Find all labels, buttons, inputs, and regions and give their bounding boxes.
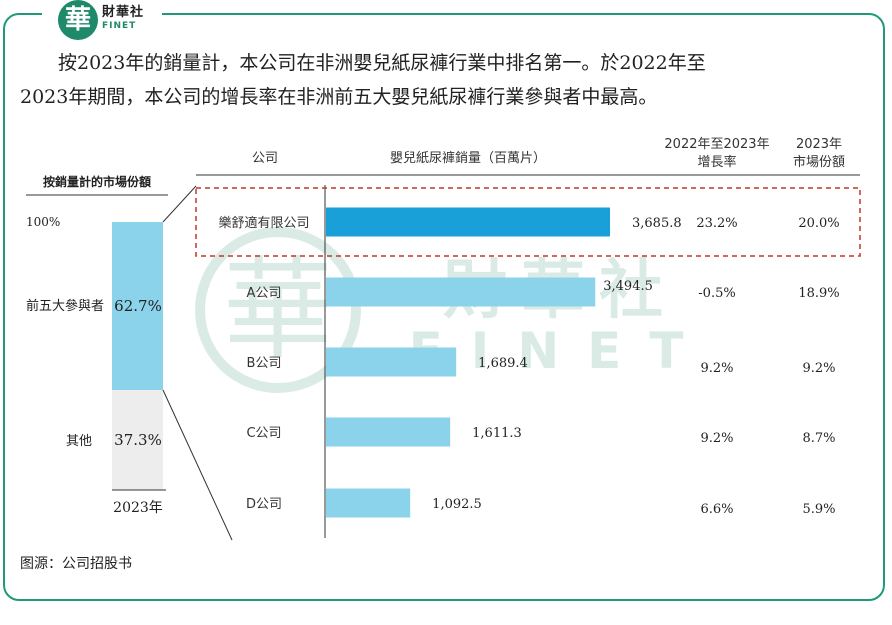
connector-top <box>162 185 197 223</box>
brand-name: 財華社 <box>102 5 145 20</box>
sales-value-label: 1,689.4 <box>478 356 528 371</box>
share-segment-top5 <box>112 222 163 391</box>
header-company: 公司 <box>252 151 278 166</box>
sales-bar <box>326 488 411 518</box>
connector-bottom <box>162 389 233 541</box>
header-share-line2: 市場份額 <box>793 154 845 170</box>
sales-bar <box>326 417 451 447</box>
row-company-label: D公司 <box>246 497 282 512</box>
intro-line-2: 2023年期間，本公司的增長率在非洲前五大嬰兒紙尿褲行業參與者中最高。 <box>20 86 658 108</box>
header-share-line1: 2023年 <box>796 137 842 152</box>
row-company-label: C公司 <box>246 426 281 441</box>
source-note: 图源：公司招股书 <box>20 556 132 572</box>
share-value: 9.2% <box>802 361 835 376</box>
header-growth-line1: 2022年至2023年 <box>664 137 769 152</box>
sales-value-label: 1,611.3 <box>472 426 522 441</box>
share-series-name-others: 其他 <box>66 434 92 449</box>
bar-rows: 樂舒適有限公司 3,685.8 23.2% 20.0% A公司 3,494.5 -0.5% 1… <box>218 207 840 518</box>
share-value-others: 37.3% <box>114 431 162 449</box>
row-company-label: 樂舒適有限公司 <box>218 215 309 231</box>
share-chart: 按銷量計的市場份額 100% 前五大參與者 62.7% 其他 37.3% 202… <box>26 174 233 541</box>
share-value: 8.7% <box>802 431 835 446</box>
brand-name-en: FINET <box>102 21 137 31</box>
intro-line-1: 按2023年的銷量計，本公司在非洲嬰兒紙尿褲行業中排名第一。於2022年至 <box>58 52 706 74</box>
watermark-seal-glyph: 華 <box>223 246 333 374</box>
share-series-name-top5: 前五大參與者 <box>26 298 104 314</box>
share-value: 18.9% <box>798 286 839 301</box>
growth-value: 23.2% <box>696 216 737 231</box>
share-value: 5.9% <box>802 502 835 517</box>
sales-value-label: 3,494.5 <box>603 279 653 294</box>
growth-value: -0.5% <box>698 286 735 301</box>
share-100-label: 100% <box>26 215 60 229</box>
header-growth-line2: 增長率 <box>697 154 736 170</box>
sales-value-label: 1,092.5 <box>432 497 482 512</box>
growth-value: 9.2% <box>700 431 733 446</box>
highlight-box <box>195 187 861 257</box>
header-sales: 嬰兒紙尿褲銷量（百萬片） <box>390 150 546 166</box>
share-value-top5: 62.7% <box>114 297 162 315</box>
watermark-seal-ring <box>195 227 361 393</box>
share-value: 20.0% <box>798 216 839 231</box>
sales-bar <box>326 347 457 377</box>
table-headers: 公司 嬰兒紙尿褲銷量（百萬片） 2022年至2023年 增長率 2023年 市場… <box>196 137 860 176</box>
share-segment-others <box>112 390 163 490</box>
intro-paragraph: 按2023年的銷量計，本公司在非洲嬰兒紙尿褲行業中排名第一。於2022年至 20… <box>20 46 876 114</box>
share-category-label: 2023年 <box>113 500 163 516</box>
share-chart-title: 按銷量計的市場份額 <box>43 174 151 189</box>
row-company-label: A公司 <box>247 286 282 301</box>
finet-logo-seal: 華 <box>58 0 98 40</box>
growth-value: 9.2% <box>700 361 733 376</box>
sales-bar <box>326 207 610 237</box>
sales-value-label: 3,685.8 <box>632 216 682 231</box>
row-company-label: B公司 <box>247 356 282 371</box>
sales-bar <box>326 277 596 307</box>
growth-value: 6.6% <box>700 502 733 517</box>
